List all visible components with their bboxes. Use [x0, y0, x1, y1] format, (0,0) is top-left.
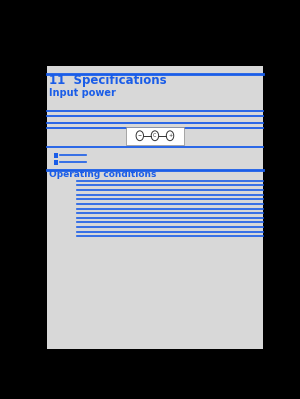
Text: Operating conditions: Operating conditions [49, 170, 157, 179]
Text: C: C [153, 133, 157, 138]
Bar [54, 160, 58, 165]
Text: −: − [138, 133, 142, 138]
Bar [54, 153, 58, 158]
Text: +: + [168, 133, 172, 138]
Text: 11  Specifications: 11 Specifications [49, 74, 167, 87]
Text: Input power: Input power [49, 88, 116, 98]
Bar [126, 127, 184, 145]
